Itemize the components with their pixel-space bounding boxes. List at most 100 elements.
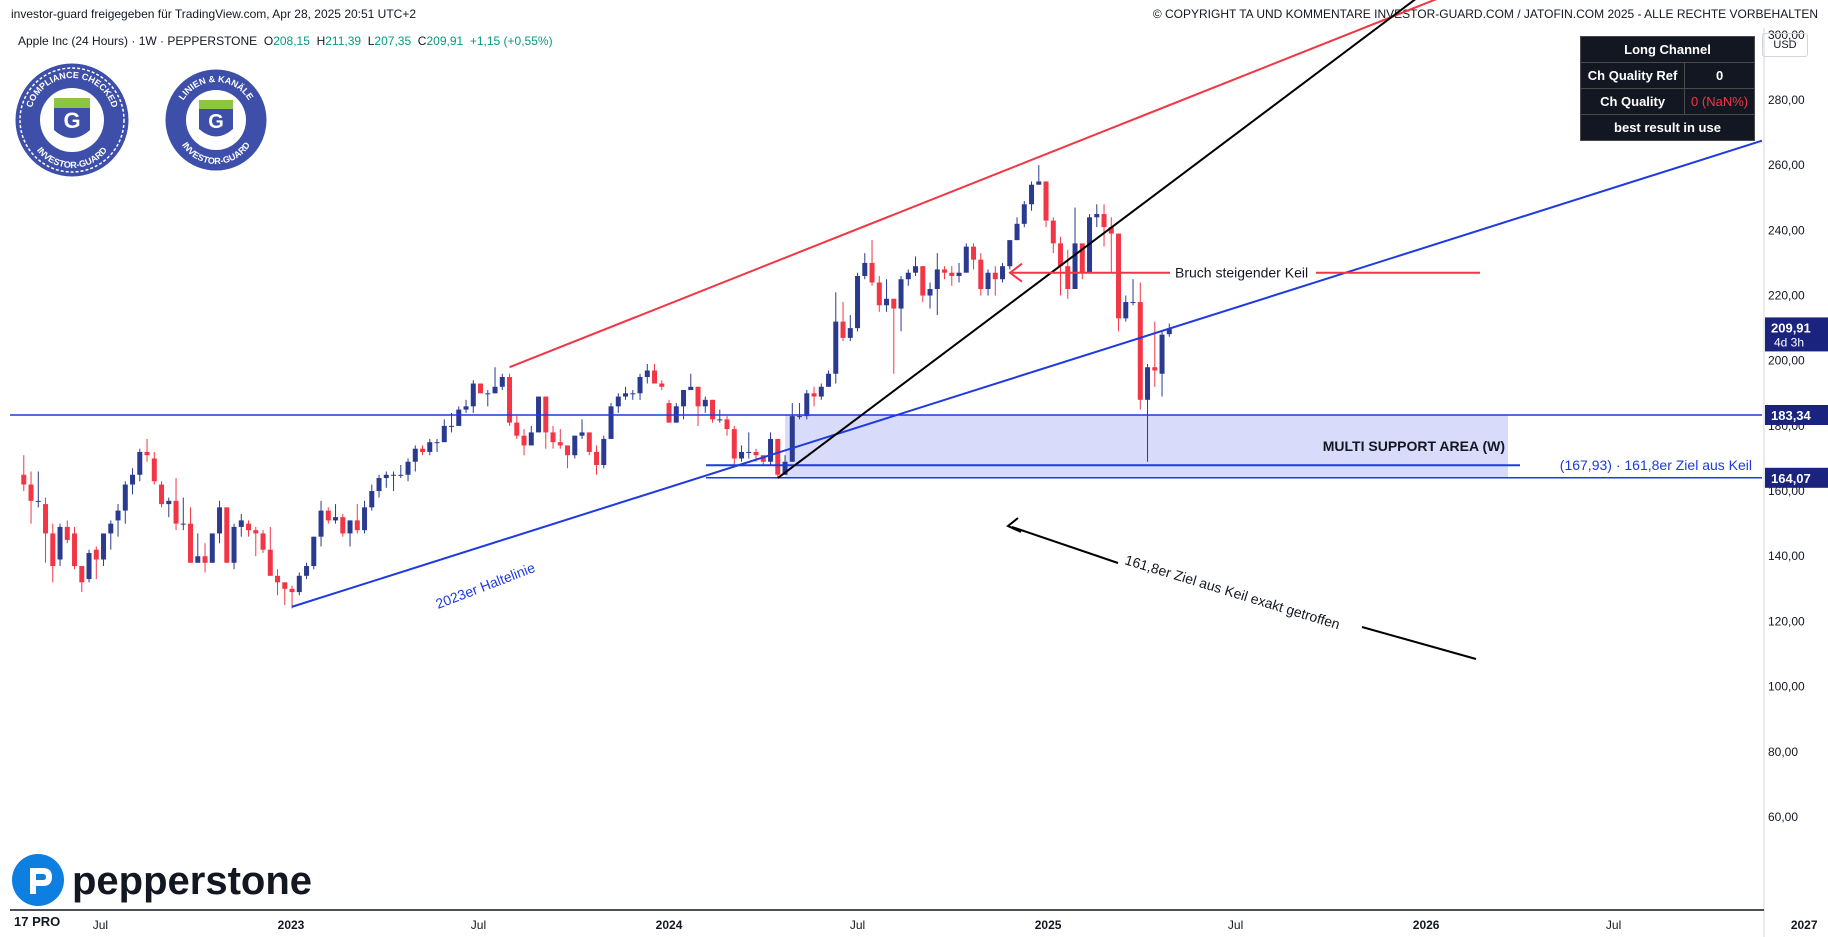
candle-body [492,386,498,394]
candle-body [246,523,252,531]
candle-body [325,510,331,521]
candle-body [608,406,614,439]
axis-layer: 60,0080,00100,00120,00140,00160,00180,00… [10,28,1828,937]
candle-body [623,393,629,397]
candle-body [804,393,810,417]
candle-body [840,321,846,338]
candle-body [282,582,288,589]
open-value: 208,15 [273,34,310,48]
candle-body [456,409,462,426]
candle-body [818,386,824,397]
price-label-bg [1765,317,1828,352]
price-tick-label: 200,00 [1768,354,1805,368]
candle-body [521,435,527,446]
candle-body [724,419,730,430]
candle-body [891,298,897,309]
candle-body [420,448,426,452]
candle-body [115,510,121,521]
price-tick-label: 140,00 [1768,549,1805,563]
price-tick-label: 260,00 [1768,158,1805,172]
candle-body [217,507,223,534]
candle-body [1065,266,1071,290]
wedge-break-arrowhead [1008,262,1023,283]
candle-body [1108,227,1114,234]
candle-body [739,451,745,459]
ch-quality-value: 0 (NaN%) [1684,88,1755,115]
candle-body [1137,302,1143,400]
candle-body [956,272,962,276]
candle-body [934,269,940,290]
target-arrowhead [1006,517,1022,533]
candle-body [441,425,447,443]
candle-body [869,262,875,283]
table-footer: best result in use [1580,114,1755,141]
price-tick-label: 80,00 [1768,745,1798,759]
candle-body [1094,214,1100,218]
candle-body [942,269,948,273]
candle-body [304,566,310,576]
time-tick-label: Jul [1606,918,1621,932]
candle-body [782,461,788,475]
candle-body [318,510,324,537]
candle-body [528,432,534,446]
candle-body [557,442,563,446]
candle-body [884,298,890,306]
candle-body [72,533,78,567]
target-line-tail [1361,626,1477,660]
candle-body [913,266,919,273]
tradingview-logo: 17 PRO [14,914,61,929]
time-tick-label: Jul [1228,918,1243,932]
support-area-label: MULTI SUPPORT AREA (W) [1323,438,1505,454]
candle-body [1152,367,1158,371]
candle-body [688,386,694,391]
change-value: +1,15 (+0,55%) [469,34,553,48]
trendlines-layer [10,0,1763,660]
candle-body [811,393,817,397]
candle-body [1145,367,1151,400]
support-zone [785,415,1508,478]
candle-body [267,549,273,576]
target-hit-label: 161,8er Ziel aus Keil exakt getroffen [1123,552,1342,633]
candle-body [391,474,397,476]
candle-body [644,370,650,378]
candle-body [151,458,157,482]
candle-body [449,425,455,427]
top-bar: investor-guard freigegeben für TradingVi… [0,0,1828,28]
candle-body [478,383,484,394]
candle-body [1036,181,1042,185]
candle-body [1072,243,1078,290]
candle-body [833,321,839,374]
candle-body [383,474,389,479]
candle-body [1130,302,1136,304]
candle-body [507,377,513,423]
low-value: 207,35 [374,34,412,48]
candle-body [666,403,672,423]
candle-body [1007,240,1013,267]
candle-body [1021,204,1027,224]
candle-body [760,455,766,462]
candle-body [434,442,440,444]
candle-body [412,448,418,462]
share-info: investor-guard freigegeben für TradingVi… [11,7,417,21]
candle-body [311,536,317,567]
candle-body [579,432,585,436]
candle-body [1101,214,1107,228]
time-tick-label: 2026 [1413,918,1440,932]
candle-body [702,399,708,407]
price-tick-label: 240,00 [1768,223,1805,237]
time-tick-label: 2027 [1791,918,1818,932]
pepperstone-logo: pepperstone [12,852,332,917]
price-label-text: 183,34 [1771,408,1812,423]
candle-body [920,266,926,296]
candle-body [905,272,911,280]
candle-body [1079,243,1085,273]
candle-body [659,383,665,387]
table-title: Long Channel [1580,36,1755,63]
wedge-break-label: Bruch steigender Keil [1175,265,1308,281]
currency-selector[interactable]: USD [1762,33,1808,57]
candle-body [862,262,868,276]
candle-body [333,517,339,521]
price-label-text: 209,91 [1771,320,1811,335]
candle-body [847,328,853,338]
